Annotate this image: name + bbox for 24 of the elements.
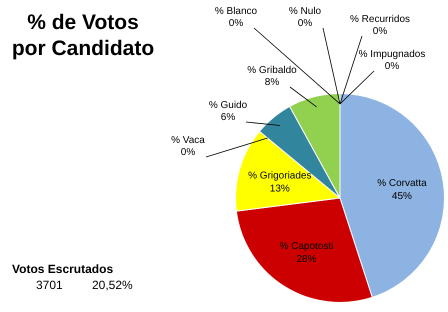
category-label: % Recurridos [350,14,410,25]
slice-label: % Corvatta [377,178,428,190]
slice-label: % Capotosti [279,240,334,252]
text: 0% [180,147,196,158]
slice-label: % Grigoriades [248,170,312,182]
text: 20,52% [92,278,133,292]
data-label: 45% [392,191,412,202]
data-label: 28% [296,254,317,265]
chart-title: % de Votos por Candidato [10,10,156,62]
category-label: % Nulo [288,6,322,17]
text: 0% [298,18,312,29]
data-label: 6% [220,112,236,123]
data-label: 8% [264,77,280,88]
text: 3701 [36,278,63,292]
text: 0% [228,18,244,29]
category-label: % Impugnados [358,49,426,60]
category-label: % Vaca [171,135,205,146]
category-label: % Blanco [214,6,258,17]
text: 0% [384,61,400,72]
slice-label: % Gribaldo [247,65,298,76]
data-label: 13% [270,184,290,195]
slice-label: % Guido [208,100,248,111]
text: 0% [372,26,388,37]
text: Votos Escrutados [12,262,114,276]
